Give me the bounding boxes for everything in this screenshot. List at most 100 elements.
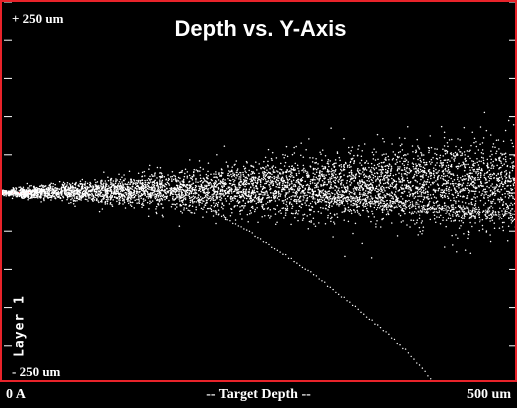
scatter-point [406,174,408,176]
scatter-point [383,140,385,143]
scatter-point [425,172,428,174]
scatter-point [372,197,374,200]
scatter-point [396,169,399,172]
scatter-point [233,190,236,192]
scatter-point [174,197,177,200]
scatter-point [487,196,489,199]
scatter-point [368,183,370,186]
scatter-point [413,173,416,176]
scatter-point [463,217,465,219]
scatter-point [306,199,308,202]
scatter-point [382,137,384,140]
scatter-point [287,192,289,194]
scatter-point [491,173,494,176]
scatter-point [457,138,459,140]
scatter-point [328,199,330,201]
scatter-point [213,176,215,178]
scatter-point [304,194,306,197]
scatter-point [183,209,185,211]
scatter-point [490,205,492,207]
scatter-point [141,206,143,209]
scatter-point [447,164,450,167]
scatter-point [341,191,344,193]
scatter-point [272,194,275,197]
scatter-point [16,195,19,198]
scatter-point [300,192,302,194]
scatter-point [188,187,190,190]
scatter-point [144,179,146,182]
scatter-point [302,195,305,197]
scatter-point [216,190,219,192]
scatter-point [236,200,238,203]
scatter-point [504,152,507,154]
scatter-point [269,181,271,183]
scatter-point [361,180,363,183]
scatter-point [175,190,178,192]
scatter-point [498,148,500,150]
scatter-point [514,210,515,212]
scatter-point [63,190,66,192]
scatter-point [184,190,186,192]
scatter-point [123,194,126,197]
scatter-point [111,204,113,206]
scatter-point [156,192,159,195]
scatter-point [387,206,389,208]
scatter-point [479,199,482,202]
scatter-point [227,166,229,168]
scatter-point [179,183,182,186]
scatter-point [112,199,114,201]
scatter-point [467,209,470,211]
scatter-point [419,200,422,203]
scatter-point [365,160,368,162]
scatter-point [262,166,264,169]
scatter-point [252,183,254,185]
scatter-point [468,172,471,175]
scatter-point [428,149,430,152]
scatter-point [86,193,89,195]
scatter-point [412,193,415,195]
scatter-point [310,178,312,181]
scatter-point [486,162,489,165]
scatter-point [298,182,300,184]
scatter-point [361,242,363,245]
scatter-point [408,195,411,198]
scatter-point [437,204,439,207]
scatter-point [497,180,500,182]
scatter-point [123,174,125,176]
scatter-point [251,189,254,191]
scatter-point [157,194,160,197]
scatter-point [436,211,438,213]
scatter-point [248,188,251,191]
scatter-point [220,189,222,192]
scatter-point [426,178,429,181]
scatter-point [233,175,236,177]
scatter-point [466,195,469,197]
scatter-point [317,188,320,191]
scatter-point [361,209,364,212]
scatter-point [322,168,324,170]
scatter-point [291,182,293,185]
scatter-point [512,145,515,148]
scatter-point [22,188,25,190]
scatter-point [44,190,47,192]
scatter-point [151,175,154,177]
scatter-point [200,184,203,187]
scatter-point [463,169,466,172]
scatter-point [94,193,97,195]
scatter-point [429,171,431,173]
scatter-point [299,187,301,189]
scatter-point [423,197,426,199]
scatter-point [472,180,475,183]
scatter-point [157,196,160,198]
scatter-point [327,216,329,219]
scatter-point [275,181,277,184]
scatter-point [100,185,103,187]
scatter-point [195,179,197,181]
scatter-point [56,189,58,191]
scatter-point [319,190,322,193]
scatter-point [98,201,100,204]
scatter-point [376,206,379,209]
scatter-point [459,177,462,179]
scatter-point [52,182,54,185]
scatter-point [242,171,244,174]
